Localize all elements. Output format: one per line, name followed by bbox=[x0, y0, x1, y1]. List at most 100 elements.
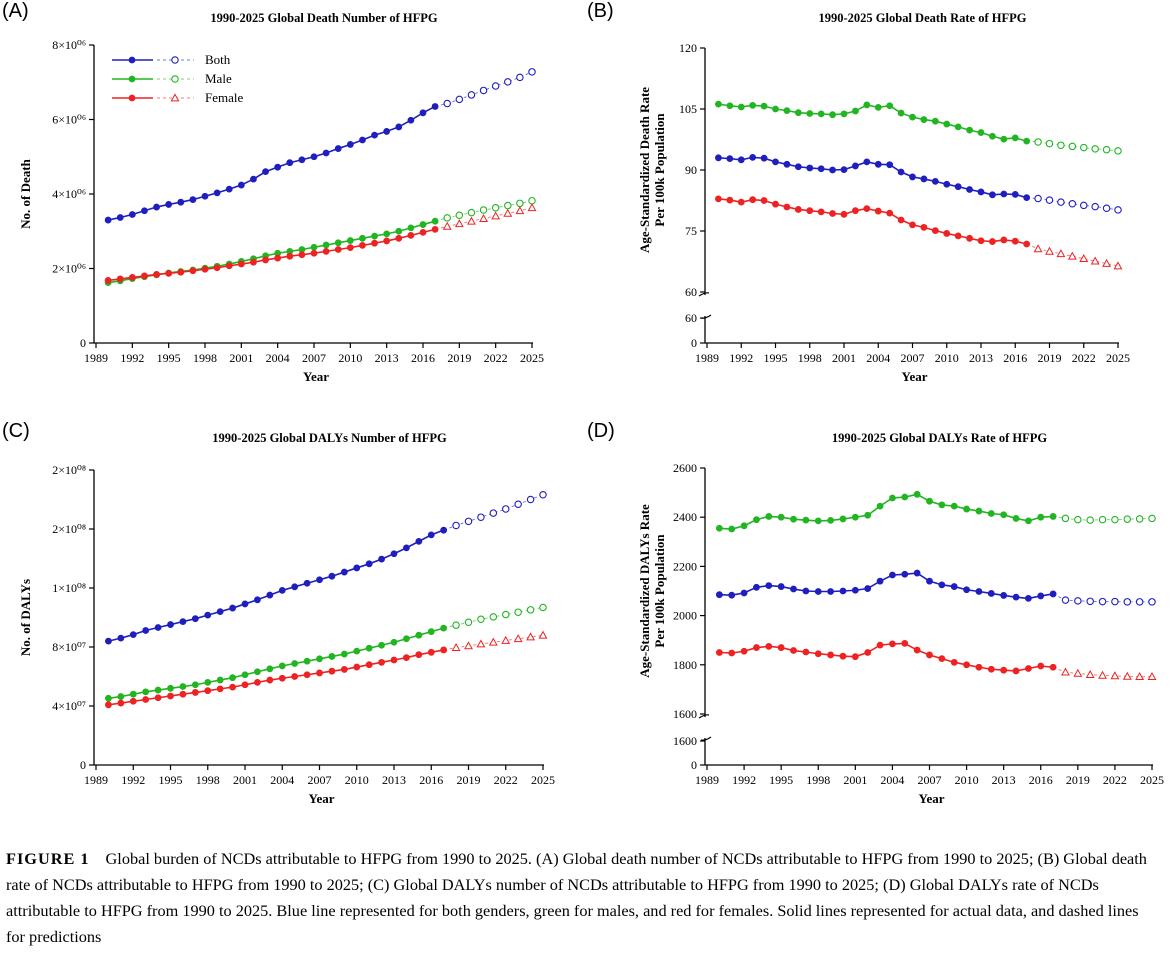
data-point bbox=[442, 221, 452, 230]
data-point bbox=[737, 103, 745, 111]
data-point bbox=[427, 648, 435, 656]
x-tick-label: 1989 bbox=[84, 351, 108, 365]
data-point bbox=[229, 674, 236, 682]
data-point bbox=[829, 166, 836, 174]
data-point bbox=[1135, 515, 1144, 523]
data-point bbox=[479, 213, 489, 222]
data-point bbox=[889, 571, 896, 579]
y-tick-label: 2400 bbox=[673, 510, 697, 524]
data-point bbox=[1045, 196, 1054, 204]
data-point bbox=[1079, 143, 1088, 152]
data-point bbox=[225, 262, 233, 270]
data-point bbox=[765, 513, 773, 520]
series-line-predicted bbox=[1026, 243, 1119, 267]
x-tick-label: 2004 bbox=[866, 351, 890, 365]
data-point bbox=[1122, 671, 1132, 680]
data-point bbox=[105, 637, 112, 645]
data-point bbox=[229, 683, 236, 691]
data-point bbox=[142, 627, 150, 634]
data-point bbox=[262, 168, 269, 176]
data-point bbox=[129, 690, 137, 698]
data-point bbox=[966, 186, 973, 193]
data-point bbox=[817, 110, 825, 118]
y-tick-label: 105 bbox=[679, 102, 697, 116]
data-point bbox=[963, 505, 970, 513]
data-point bbox=[539, 603, 547, 612]
data-point bbox=[328, 653, 336, 660]
data-point bbox=[117, 693, 125, 700]
data-point bbox=[204, 678, 212, 686]
data-point bbox=[359, 234, 366, 242]
data-point bbox=[167, 692, 174, 700]
data-point bbox=[177, 198, 185, 206]
data-point bbox=[715, 649, 723, 656]
data-point bbox=[167, 684, 174, 692]
data-point bbox=[897, 109, 905, 117]
data-point bbox=[153, 203, 160, 211]
data-point bbox=[749, 196, 757, 204]
y-tick-label: 1600 bbox=[673, 734, 697, 748]
y-tick-label: 8×10⁰⁶ bbox=[52, 38, 86, 52]
data-point bbox=[753, 516, 760, 524]
data-point bbox=[839, 515, 847, 523]
data-point bbox=[142, 688, 150, 696]
data-point bbox=[340, 666, 348, 673]
data-point bbox=[938, 655, 946, 663]
data-point bbox=[864, 649, 872, 656]
data-point bbox=[274, 254, 282, 262]
panel-label: (B) bbox=[587, 0, 614, 22]
data-point bbox=[1098, 597, 1107, 606]
data-point bbox=[931, 177, 939, 185]
data-point bbox=[814, 650, 822, 658]
y-tick-label: 2×10⁰⁸ bbox=[52, 463, 86, 477]
x-tick-label: 2007 bbox=[918, 773, 942, 787]
data-point bbox=[954, 123, 962, 131]
x-tick-label: 2022 bbox=[1072, 351, 1096, 365]
data-point bbox=[464, 641, 473, 650]
data-point bbox=[419, 228, 427, 236]
data-point bbox=[431, 217, 439, 225]
data-point bbox=[395, 234, 403, 242]
data-point bbox=[303, 657, 311, 665]
data-point bbox=[765, 642, 773, 650]
data-point bbox=[128, 94, 136, 102]
x-tick-label: 1989 bbox=[84, 773, 108, 787]
data-point bbox=[415, 651, 423, 659]
data-point bbox=[1111, 515, 1119, 524]
data-point bbox=[864, 511, 872, 519]
data-point bbox=[931, 117, 939, 125]
data-point bbox=[415, 631, 423, 639]
data-point bbox=[864, 585, 872, 592]
data-point bbox=[840, 166, 848, 173]
data-point bbox=[1110, 671, 1120, 680]
data-point bbox=[479, 206, 488, 214]
data-point bbox=[515, 206, 525, 215]
data-point bbox=[1045, 246, 1054, 255]
data-point bbox=[403, 544, 410, 552]
data-point bbox=[802, 648, 810, 656]
data-point bbox=[852, 162, 859, 170]
data-point bbox=[920, 175, 928, 183]
x-tick-label: 2004 bbox=[266, 351, 290, 365]
data-point bbox=[817, 165, 825, 173]
data-point bbox=[179, 618, 187, 626]
data-point bbox=[814, 588, 822, 595]
data-point bbox=[371, 239, 378, 247]
data-point bbox=[105, 694, 112, 702]
data-point bbox=[806, 207, 814, 215]
data-point bbox=[777, 583, 785, 590]
x-axis-label: Year bbox=[303, 369, 329, 384]
data-point bbox=[250, 258, 257, 266]
x-tick-label: 1995 bbox=[764, 351, 788, 365]
data-point bbox=[1061, 667, 1070, 676]
y-axis-label: Per 100k Population bbox=[652, 534, 667, 648]
data-point bbox=[1148, 598, 1156, 606]
data-point bbox=[191, 681, 199, 689]
data-point bbox=[440, 646, 448, 654]
data-point bbox=[443, 214, 451, 222]
data-point bbox=[897, 216, 905, 224]
chart-d: 1990-2025 Global DALYs Rate of HFPG 1989 1… bbox=[637, 431, 1164, 806]
y-tick-label: 0 bbox=[691, 336, 697, 350]
data-point bbox=[129, 697, 137, 705]
x-tick-label: 1992 bbox=[729, 351, 753, 365]
